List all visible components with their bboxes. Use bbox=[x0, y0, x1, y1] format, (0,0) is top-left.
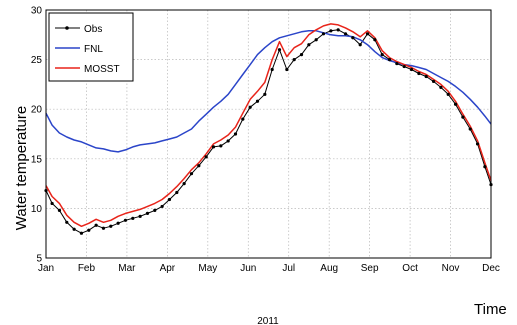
data-point-obs bbox=[255, 99, 260, 103]
data-point-obs bbox=[424, 74, 428, 79]
data-point-obs bbox=[167, 197, 172, 202]
data-point-obs bbox=[468, 127, 472, 131]
data-point-obs bbox=[101, 226, 106, 230]
x-tick-label: Jan bbox=[38, 263, 54, 274]
x-tick-label: Mar bbox=[118, 263, 136, 274]
series-line-fnl bbox=[45, 30, 492, 153]
data-point-obs bbox=[263, 92, 267, 96]
x-tick-label: Dec bbox=[482, 263, 500, 274]
y-tick-label: 5 bbox=[36, 254, 42, 265]
x-tick-label: Apr bbox=[160, 263, 176, 274]
data-point-obs bbox=[402, 64, 406, 69]
x-tick-label: May bbox=[198, 263, 217, 274]
data-point-obs bbox=[409, 67, 414, 72]
legend-label-fnl: FNL bbox=[84, 44, 103, 55]
data-point-obs bbox=[211, 145, 216, 149]
y-tick-label: 30 bbox=[31, 6, 43, 17]
data-point-obs bbox=[79, 231, 84, 235]
legend-label-obs: Obs bbox=[84, 24, 102, 35]
data-point-obs bbox=[351, 36, 355, 40]
data-point-obs bbox=[270, 67, 274, 72]
data-point-obs bbox=[204, 155, 208, 159]
legend-box bbox=[48, 12, 134, 82]
data-point-obs bbox=[439, 85, 443, 89]
data-point-obs bbox=[197, 164, 201, 168]
data-point-obs bbox=[277, 48, 282, 52]
data-point-obs bbox=[483, 165, 487, 169]
data-point-obs bbox=[116, 221, 120, 225]
x-tick-label: Feb bbox=[78, 263, 96, 274]
data-point-obs bbox=[299, 53, 304, 57]
x-axis-label: Time bbox=[474, 301, 507, 318]
data-point-obs bbox=[461, 115, 465, 119]
data-point-obs bbox=[292, 58, 296, 62]
data-point-obs bbox=[365, 32, 370, 36]
data-point-obs bbox=[233, 132, 238, 136]
x-tick-label: Nov bbox=[442, 263, 460, 274]
x-tick-label: Aug bbox=[320, 263, 338, 274]
series-line-mosst bbox=[45, 23, 492, 228]
data-point-obs bbox=[94, 223, 98, 227]
x-axis-year-label: 2011 bbox=[257, 316, 279, 325]
data-point-obs bbox=[87, 228, 91, 232]
y-axis-label: Water temperature bbox=[13, 106, 30, 231]
x-ticks: Jan Feb Mar Apr May Jun Jul Aug Sep Oct Nov Dec bbox=[38, 263, 500, 274]
y-tick-label: 10 bbox=[31, 204, 43, 215]
data-point-obs bbox=[395, 61, 399, 66]
data-point-obs bbox=[387, 58, 392, 62]
data-point-obs bbox=[446, 92, 450, 96]
y-ticks: 5 10 15 20 25 30 bbox=[31, 6, 43, 265]
legend-label-mosst: MOSST bbox=[84, 64, 120, 75]
data-point-obs bbox=[475, 142, 480, 146]
data-point-obs bbox=[453, 102, 458, 106]
data-point-obs bbox=[343, 32, 348, 36]
data-point-obs bbox=[241, 117, 245, 121]
data-point-obs bbox=[431, 79, 436, 84]
legend-marker-obs bbox=[65, 26, 69, 30]
data-point-obs bbox=[123, 218, 128, 222]
y-tick-label: 20 bbox=[31, 105, 43, 116]
x-tick-label: Oct bbox=[402, 263, 418, 274]
data-point-obs bbox=[131, 216, 135, 220]
legend: Obs FNL MOSST bbox=[48, 12, 134, 82]
x-tick-label: Jun bbox=[240, 263, 256, 274]
x-tick-label: Sep bbox=[361, 263, 379, 274]
data-point-obs bbox=[160, 204, 164, 209]
data-point-obs bbox=[145, 211, 150, 215]
data-point-obs bbox=[65, 220, 69, 224]
data-point-obs bbox=[50, 201, 54, 206]
data-point-obs bbox=[109, 224, 113, 228]
y-tick-label: 15 bbox=[31, 154, 43, 165]
data-point-obs bbox=[219, 144, 223, 148]
x-tick-label: Jul bbox=[282, 263, 295, 274]
data-point-obs bbox=[358, 43, 362, 47]
data-point-obs bbox=[314, 38, 318, 42]
data-point-obs bbox=[336, 28, 340, 32]
data-point-obs bbox=[138, 214, 142, 218]
data-point-obs bbox=[175, 190, 179, 195]
data-point-obs bbox=[226, 139, 230, 143]
data-point-obs bbox=[72, 227, 76, 231]
data-point-obs bbox=[57, 208, 62, 212]
data-point-obs bbox=[285, 67, 289, 72]
plot-frame bbox=[45, 9, 492, 259]
data-point-obs bbox=[248, 105, 252, 109]
data-point-obs bbox=[153, 208, 157, 212]
data-point-obs bbox=[307, 43, 311, 47]
data-point-obs bbox=[417, 71, 421, 76]
data-point-obs bbox=[321, 32, 326, 36]
y-tick-label: 25 bbox=[31, 55, 43, 66]
data-point-obs bbox=[189, 172, 194, 176]
data-point-obs bbox=[182, 182, 186, 186]
data-point-obs bbox=[373, 38, 377, 42]
data-point-obs bbox=[329, 29, 333, 33]
data-point-obs bbox=[380, 53, 384, 57]
obs-markers bbox=[44, 28, 493, 235]
